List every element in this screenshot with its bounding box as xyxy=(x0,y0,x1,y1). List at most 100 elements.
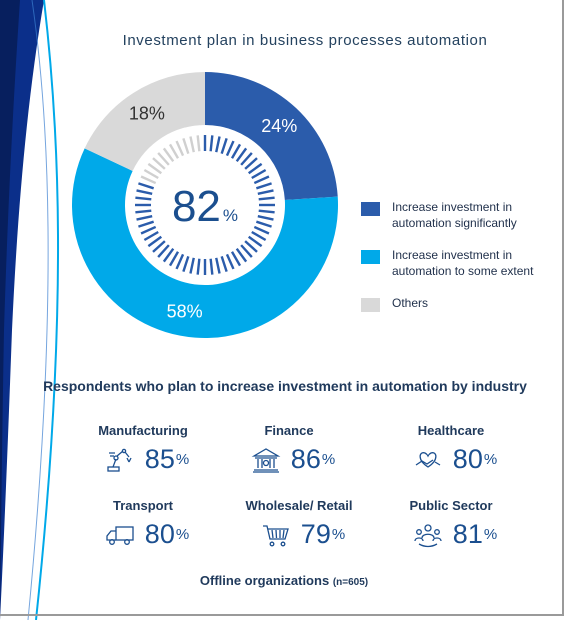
tick-mark xyxy=(189,257,195,274)
tick-mark xyxy=(182,255,190,272)
industry-value: 85 xyxy=(144,444,175,474)
tick-mark xyxy=(230,251,242,267)
industry-name: Finance xyxy=(264,423,314,438)
tick-mark xyxy=(220,138,228,155)
legend-item-others: Others xyxy=(361,295,561,312)
chart-legend: Increase investment in automation signif… xyxy=(361,199,561,328)
industry-value: 80 xyxy=(144,519,175,549)
center-tick-ring xyxy=(135,135,275,275)
tick-mark xyxy=(215,257,221,274)
industry-finance: Finance 86% xyxy=(208,423,378,475)
industry-name: Healthcare xyxy=(417,423,485,438)
tick-mark xyxy=(247,162,263,175)
industry-unit: % xyxy=(483,526,498,543)
tick-mark xyxy=(168,143,180,159)
tick-mark xyxy=(175,253,185,270)
tick-mark xyxy=(253,175,270,185)
tick-mark xyxy=(162,147,175,163)
tick-mark xyxy=(258,196,275,201)
legend-swatch xyxy=(361,250,380,264)
industry-value: 86 xyxy=(290,444,321,474)
legend-label: Increase investment in automation signif… xyxy=(392,200,517,230)
footnote: Offline organizations (n=605) xyxy=(0,573,568,588)
industry-name: Transport xyxy=(113,498,173,513)
industry-value: 80 xyxy=(452,444,483,474)
tick-mark xyxy=(255,220,272,228)
industry-section-title: Respondents who plan to increase investm… xyxy=(43,378,527,394)
tick-mark xyxy=(196,258,201,275)
footnote-sample-size: (n=605) xyxy=(332,577,369,588)
tick-mark xyxy=(209,135,214,152)
industry-name: Wholesale/ Retail xyxy=(245,498,353,513)
tick-mark xyxy=(138,182,155,190)
tick-mark xyxy=(175,140,185,157)
tick-mark xyxy=(140,175,157,185)
tick-mark xyxy=(162,247,175,263)
tick-mark xyxy=(189,136,195,153)
slice-value-label: 18% xyxy=(129,103,165,123)
center-value-text: 82% xyxy=(172,182,238,231)
chart-title: Investment plan in business processes au… xyxy=(122,32,488,49)
tick-mark xyxy=(251,168,267,180)
shopping-cart-icon xyxy=(262,524,289,546)
tick-mark xyxy=(196,135,201,152)
tick-mark xyxy=(152,240,166,253)
tick-mark xyxy=(168,251,180,267)
center-unit: % xyxy=(223,206,238,225)
legend-swatch xyxy=(361,202,380,216)
legend-item-significant: Increase investment in automation signif… xyxy=(361,199,561,231)
tick-mark xyxy=(215,136,221,153)
bank-icon xyxy=(251,447,281,473)
tick-mark xyxy=(157,152,170,166)
donut-slice xyxy=(84,72,205,171)
legend-item-some-extent: Increase investment in automation to som… xyxy=(361,247,561,279)
tick-mark xyxy=(152,157,166,170)
tick-mark xyxy=(136,215,153,221)
industry-unit: % xyxy=(331,526,346,543)
tick-mark xyxy=(147,162,163,175)
tick-mark xyxy=(251,230,267,242)
tick-mark xyxy=(253,225,270,235)
tick-mark xyxy=(147,235,163,248)
tick-mark xyxy=(257,189,274,195)
tick-mark xyxy=(257,215,274,221)
truck-icon xyxy=(106,525,134,545)
tick-mark xyxy=(220,255,228,272)
tick-mark xyxy=(136,189,153,195)
tick-mark xyxy=(230,143,242,159)
tick-mark xyxy=(235,247,248,263)
tick-mark xyxy=(240,152,253,166)
donut-slice xyxy=(205,72,338,200)
industry-unit: % xyxy=(483,451,498,468)
tick-mark xyxy=(143,168,159,180)
industry-unit: % xyxy=(175,526,190,543)
frame-border-bottom xyxy=(0,614,564,616)
industry-wholesale-retail: Wholesale/ Retail 79% xyxy=(218,498,388,550)
slice-value-label: 24% xyxy=(261,116,297,136)
tick-mark xyxy=(157,244,170,258)
legend-label: Others xyxy=(392,296,429,310)
tick-mark xyxy=(258,209,275,214)
tick-mark xyxy=(140,225,157,235)
tick-mark xyxy=(135,196,152,201)
industry-public-sector: Public Sector 81% xyxy=(370,498,540,550)
tick-mark xyxy=(255,182,272,190)
tick-mark xyxy=(182,138,190,155)
tick-mark xyxy=(225,140,235,157)
industry-unit: % xyxy=(321,451,336,468)
industry-transport: Transport 80% xyxy=(62,498,232,550)
tick-mark xyxy=(209,258,214,275)
tick-mark xyxy=(244,157,258,170)
tick-mark xyxy=(225,253,235,270)
tick-mark xyxy=(247,235,263,248)
industry-unit: % xyxy=(175,451,190,468)
heart-hand-icon xyxy=(415,451,441,468)
industry-manufacturing: Manufacturing 85% xyxy=(62,423,232,475)
donut-slice xyxy=(71,148,338,339)
industry-value: 79 xyxy=(300,519,331,549)
tick-mark xyxy=(244,240,258,253)
industry-name: Manufacturing xyxy=(98,423,188,438)
tick-mark xyxy=(135,209,152,214)
donut-chart: 82% 24% 58% 18% xyxy=(71,72,338,339)
